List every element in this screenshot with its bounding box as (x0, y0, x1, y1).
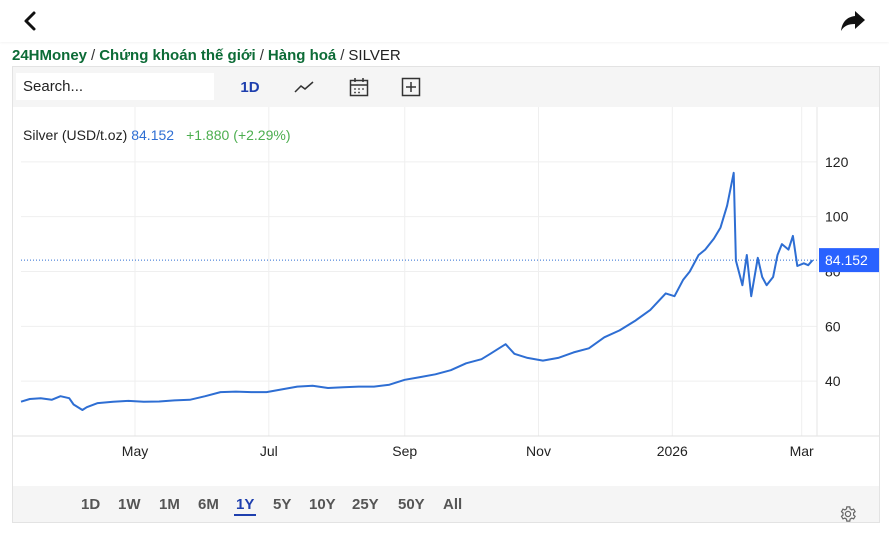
legend-change: +1.880 (186, 127, 230, 143)
calendar-icon (349, 78, 369, 97)
x-tick-label: May (122, 443, 148, 459)
x-tick-label: Sep (392, 443, 417, 459)
chart-legend: Silver (USD/t.oz) 84.152 +1.880 (+2.29%) (23, 127, 290, 143)
symbol-search-input[interactable] (16, 73, 214, 100)
breadcrumb-separator: / (91, 47, 96, 64)
last-price-label: 84.152 (825, 252, 868, 268)
range-button-1d[interactable]: 1D (81, 496, 101, 513)
time-range-bar: 1D 1W 1M 6M 1Y 5Y 10Y 25Y 50Y All (13, 487, 879, 523)
compare-button[interactable] (400, 73, 422, 101)
series-line-silver (20, 171, 814, 411)
breadcrumb-separator: / (259, 47, 264, 64)
y-tick-label: 60 (825, 318, 841, 334)
back-arrow-icon[interactable] (18, 8, 44, 34)
breadcrumb-link-world-stocks[interactable]: Chứng khoán thế giới (99, 47, 256, 64)
breadcrumb: 24HMoney / Chứng khoán thế giới / Hàng hoá / S… (12, 47, 401, 64)
price-chart-svg[interactable]: 406080100120MayJulSepNov2026Mar84.152 (13, 107, 879, 486)
range-button-25y[interactable]: 25Y (352, 496, 379, 513)
range-button-1y[interactable]: 1Y (234, 496, 257, 516)
x-tick-label: 2026 (657, 443, 688, 459)
last-price-label-box (819, 248, 879, 273)
legend-price: 84.152 (131, 127, 175, 143)
legend-change-percent: (+2.29%) (233, 127, 291, 143)
range-button-1m[interactable]: 1M (159, 496, 180, 513)
legend-symbol: Silver (USD/t.oz) (23, 127, 128, 143)
range-button-50y[interactable]: 50Y (398, 496, 425, 513)
plus-square-icon (401, 77, 421, 97)
range-button-all[interactable]: All (443, 496, 463, 513)
interval-button[interactable]: 1D (240, 78, 260, 96)
x-tick-label: Mar (790, 443, 814, 459)
range-button-10y[interactable]: 10Y (309, 496, 336, 513)
x-tick-label: Jul (260, 443, 278, 459)
breadcrumb-link-home[interactable]: 24HMoney (12, 47, 88, 64)
y-tick-label: 100 (825, 209, 849, 225)
range-button-6m[interactable]: 6M (198, 496, 219, 513)
range-button-5y[interactable]: 5Y (273, 496, 292, 513)
breadcrumb-link-commodities[interactable]: Hàng hoá (267, 47, 337, 64)
x-tick-label: Nov (526, 443, 551, 459)
range-button-1w[interactable]: 1W (118, 496, 141, 513)
y-tick-label: 40 (825, 373, 841, 389)
gear-icon[interactable] (839, 505, 857, 523)
share-icon[interactable] (839, 8, 867, 34)
price-chart[interactable]: 406080100120MayJulSepNov2026Mar84.152 Si… (13, 107, 879, 522)
date-range-button[interactable] (347, 73, 371, 101)
top-nav-bar (0, 0, 889, 42)
chart-widget: 1D 406080100120MayJulSepNov2026Mar84.152… (12, 66, 880, 523)
chart-type-button[interactable] (291, 73, 317, 101)
line-chart-icon (294, 81, 314, 93)
breadcrumb-current: SILVER (348, 47, 401, 64)
breadcrumb-separator: / (340, 47, 345, 64)
y-tick-label: 120 (825, 154, 849, 170)
